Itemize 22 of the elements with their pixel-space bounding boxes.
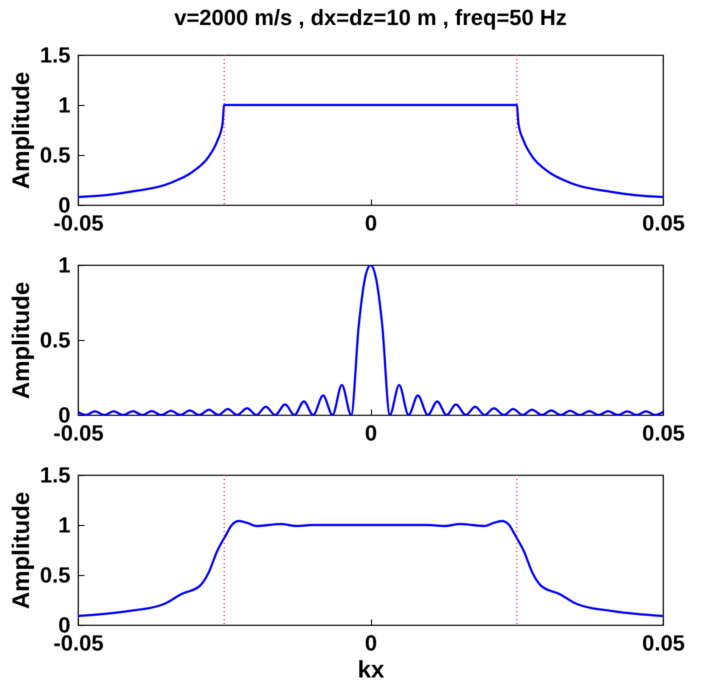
line-series	[78, 520, 663, 618]
y-tick-label: 0.5	[40, 328, 70, 352]
x-tick-label: 0.05	[642, 210, 685, 236]
y-tick-label: 1	[58, 512, 70, 538]
x-tick-label: 0	[364, 630, 378, 656]
y-tick-label: 1	[58, 92, 70, 118]
x-tick-label: 0	[364, 210, 378, 236]
chart-title: v=2000 m/s , dx=dz=10 m , freq=50 Hz	[174, 5, 567, 30]
y-tick-label: 1.5	[40, 462, 70, 488]
y-axis-title: Amplitude	[8, 72, 35, 190]
y-tick-label: 0.5	[40, 562, 70, 588]
y-tick-label: 1	[58, 252, 70, 278]
x-tick-label: 0.05	[642, 420, 685, 446]
x-tick-label: 0.05	[642, 630, 685, 656]
y-axis-title: Amplitude	[8, 282, 35, 400]
y-tick-label: 1.5	[40, 42, 70, 68]
x-tick-label: 0	[364, 420, 378, 446]
line-series	[78, 265, 663, 415]
line-series	[78, 104, 663, 198]
y-tick-label: 0.5	[40, 142, 70, 168]
x-axis-title: kx	[358, 656, 385, 684]
y-axis-title: Amplitude	[8, 492, 35, 610]
